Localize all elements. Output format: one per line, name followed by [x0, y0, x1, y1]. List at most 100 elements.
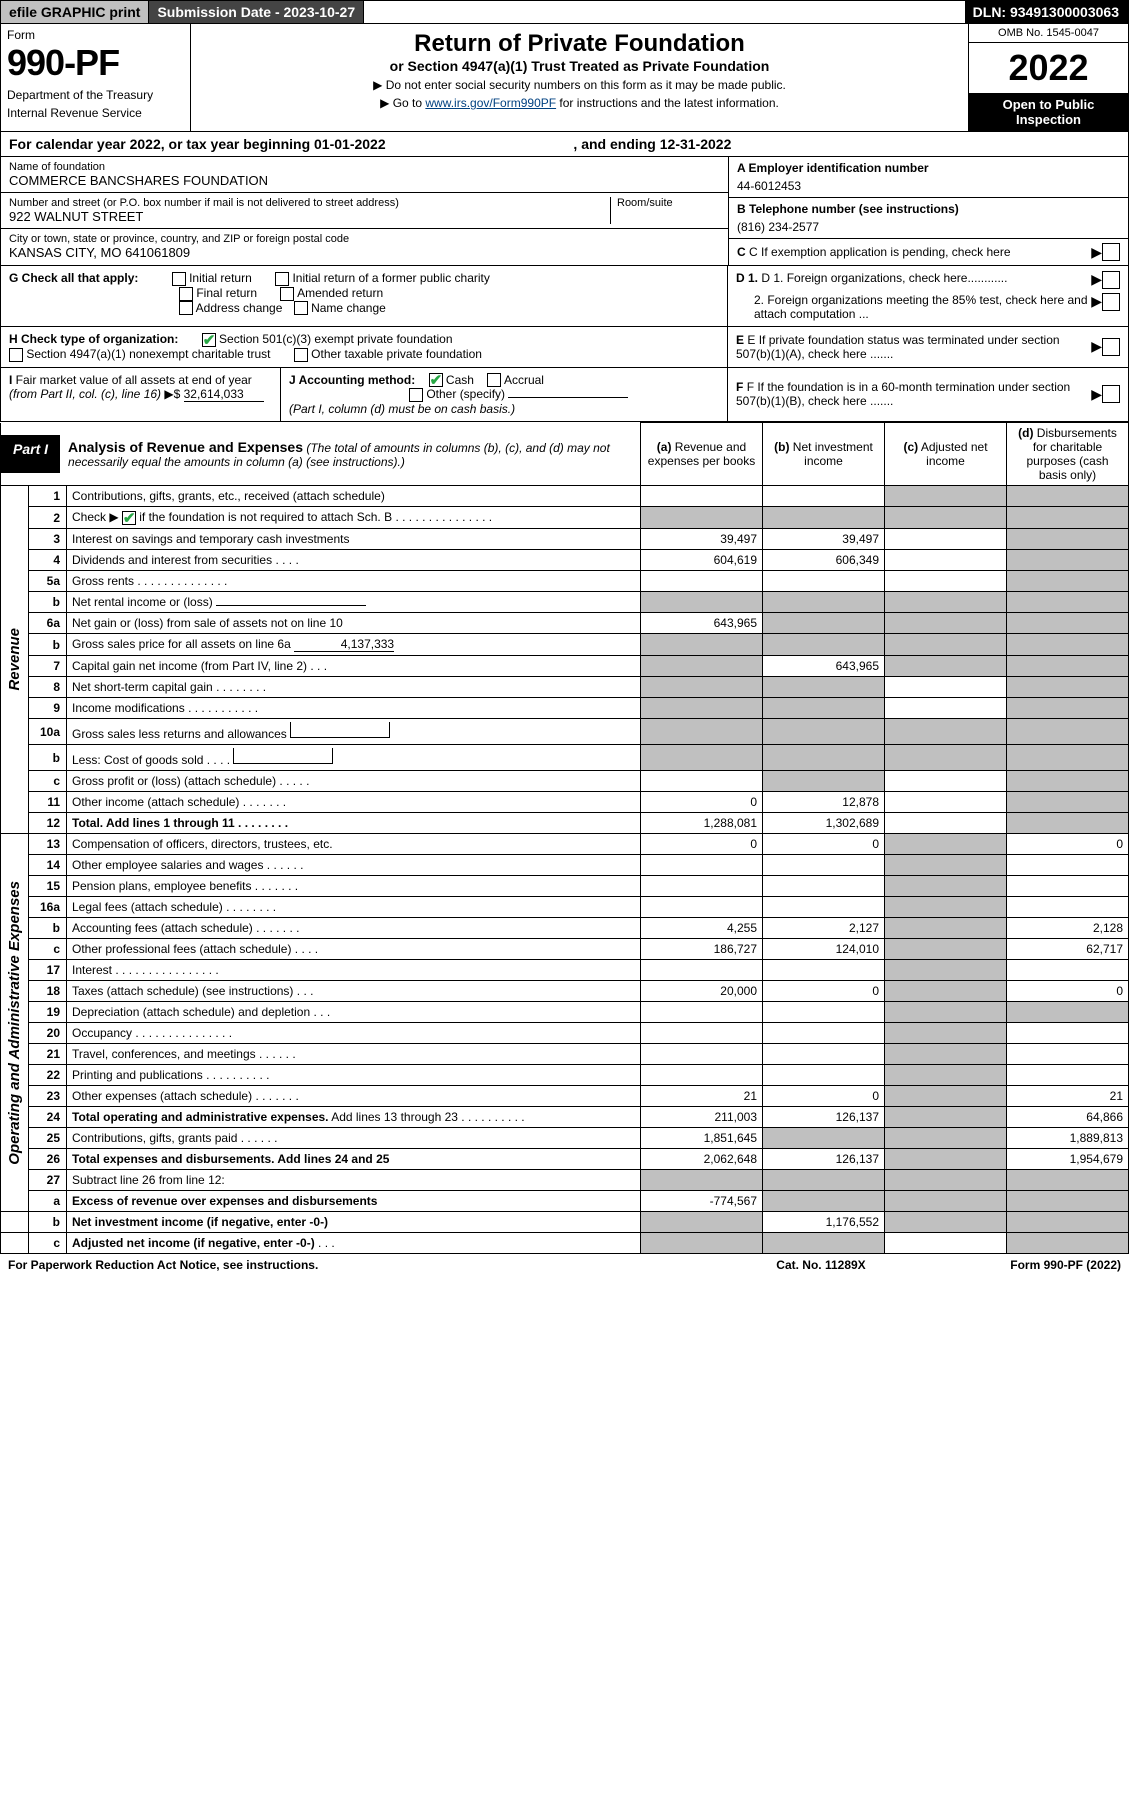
line-num: 13 [29, 834, 67, 855]
dots: . . . . [275, 553, 298, 567]
line-num: b [29, 745, 67, 771]
line-num: 25 [29, 1128, 67, 1149]
dots: . . . [318, 1236, 335, 1250]
calendar-year-row: For calendar year 2022, or tax year begi… [0, 132, 1129, 157]
part1-title-text: Analysis of Revenue and Expenses [68, 439, 303, 455]
dots: . . . . . . . . [226, 900, 276, 914]
dots: . . . . . . . . . . [461, 1110, 524, 1124]
l7-b: 643,965 [763, 656, 885, 677]
line-24-desc: Total operating and administrative expen… [67, 1107, 641, 1128]
line-num: 16a [29, 897, 67, 918]
dots: . . . [310, 659, 327, 673]
efile-button[interactable]: efile GRAPHIC print [1, 1, 149, 23]
calyear-pre: For calendar year 2022, or tax year begi… [9, 136, 314, 152]
line-num: 20 [29, 1023, 67, 1044]
line-num: 15 [29, 876, 67, 897]
form-header: Form 990-PF Department of the Treasury I… [0, 24, 1129, 132]
dots: . . . . . . [259, 1047, 296, 1061]
j-accrual-checkbox[interactable] [487, 373, 501, 387]
h-other-taxable-checkbox[interactable] [294, 348, 308, 362]
col-b-header: (b) Net investment income [763, 423, 885, 486]
g-initial-former-checkbox[interactable] [275, 272, 289, 286]
dots: . . . . . . . . . . . . . . . [395, 510, 492, 524]
l2-post: if the foundation is not required to att… [139, 510, 392, 524]
l27b-b: 1,176,552 [763, 1212, 885, 1233]
l12-b: 1,302,689 [763, 813, 885, 834]
f-text: F If the foundation is in a 60-month ter… [736, 380, 1070, 408]
line-num: c [29, 939, 67, 960]
d1-checkbox[interactable] [1102, 271, 1120, 289]
h-4947-checkbox[interactable] [9, 348, 23, 362]
line-num: c [29, 771, 67, 792]
line-num: 23 [29, 1086, 67, 1107]
line-num: 1 [29, 486, 67, 507]
g-opt-5: Name change [311, 301, 386, 315]
g-final-return-checkbox[interactable] [179, 287, 193, 301]
line-num: 12 [29, 813, 67, 834]
j-other-checkbox[interactable] [409, 388, 423, 402]
line-8-desc: Net short-term capital gain . . . . . . … [67, 677, 641, 698]
l6b-value: 4,137,333 [294, 637, 394, 652]
line-3-desc: Interest on savings and temporary cash i… [67, 529, 641, 550]
dots: . . . [297, 984, 314, 998]
footer-left: For Paperwork Reduction Act Notice, see … [8, 1258, 721, 1272]
g-initial-return-checkbox[interactable] [172, 272, 186, 286]
form-title: Return of Private Foundation [199, 30, 960, 58]
l16c-b: 124,010 [763, 939, 885, 960]
line-num: 26 [29, 1149, 67, 1170]
l26-b: 126,137 [763, 1149, 885, 1170]
g-name-change-checkbox[interactable] [294, 301, 308, 315]
dots: . . . . . . . . [216, 680, 266, 694]
phone-label: B Telephone number (see instructions) [737, 202, 1120, 216]
dots: . . . . . . . [255, 1089, 298, 1103]
line-num: 10a [29, 719, 67, 745]
form-number: 990-PF [7, 42, 184, 84]
ein-label: A Employer identification number [737, 161, 1120, 175]
l24-d: 64,866 [1007, 1107, 1129, 1128]
g-amended-checkbox[interactable] [280, 287, 294, 301]
g-address-change-checkbox[interactable] [179, 301, 193, 315]
l4-a: 604,619 [641, 550, 763, 571]
line-num: 7 [29, 656, 67, 677]
goto-suffix: for instructions and the latest informat… [559, 96, 778, 110]
phone-value: (816) 234-2577 [737, 220, 1120, 234]
line-14-desc: Other employee salaries and wages . . . … [67, 855, 641, 876]
tax-year: 2022 [969, 43, 1128, 93]
f-checkbox[interactable] [1102, 385, 1120, 403]
calyear-begin: 01-01-2022 [314, 136, 386, 152]
calyear-mid: , and ending [573, 136, 659, 152]
line-20-desc: Occupancy . . . . . . . . . . . . . . . [67, 1023, 641, 1044]
i-fmv-value: 32,614,033 [184, 387, 264, 402]
line-27-desc: Subtract line 26 from line 12: [67, 1170, 641, 1191]
line-4-desc: Dividends and interest from securities .… [67, 550, 641, 571]
l3-b: 39,497 [763, 529, 885, 550]
row-i-j-f: I Fair market value of all assets at end… [0, 368, 1129, 423]
h-501c3-checkbox[interactable] [202, 333, 216, 347]
l6a-a: 643,965 [641, 613, 763, 634]
l3-a: 39,497 [641, 529, 763, 550]
calyear-end: 12-31-2022 [660, 136, 732, 152]
line-num: 3 [29, 529, 67, 550]
d2-checkbox[interactable] [1102, 293, 1120, 311]
line-num: 8 [29, 677, 67, 698]
l13-a: 0 [641, 834, 763, 855]
footer-right: Form 990-PF (2022) [921, 1258, 1121, 1272]
arrow-icon: ▶ [1091, 244, 1102, 261]
inspection-badge: Open to Public Inspection [969, 93, 1128, 131]
line-27b-desc: Net investment income (if negative, ente… [67, 1212, 641, 1233]
line-10b-desc: Less: Cost of goods sold . . . . [67, 745, 641, 771]
c-checkbox[interactable] [1102, 243, 1120, 261]
l27a-a: -774,567 [641, 1191, 763, 1212]
e-checkbox[interactable] [1102, 338, 1120, 356]
l26-a: 2,062,648 [641, 1149, 763, 1170]
e-text: E If private foundation status was termi… [736, 333, 1060, 361]
dots: . . . . . . . . . . . . . . . . [115, 963, 218, 977]
j-cash-checkbox[interactable] [429, 373, 443, 387]
h-opt-2: Section 4947(a)(1) nonexempt charitable … [26, 347, 270, 361]
schb-checkbox[interactable] [122, 511, 136, 525]
dots: . . . . . . . [243, 795, 286, 809]
goto-prefix: ▶ Go to [380, 96, 425, 110]
irs-link[interactable]: www.irs.gov/Form990PF [425, 96, 556, 110]
d1-text: D 1. Foreign organizations, check here..… [761, 271, 1007, 285]
l18-d: 0 [1007, 981, 1129, 1002]
